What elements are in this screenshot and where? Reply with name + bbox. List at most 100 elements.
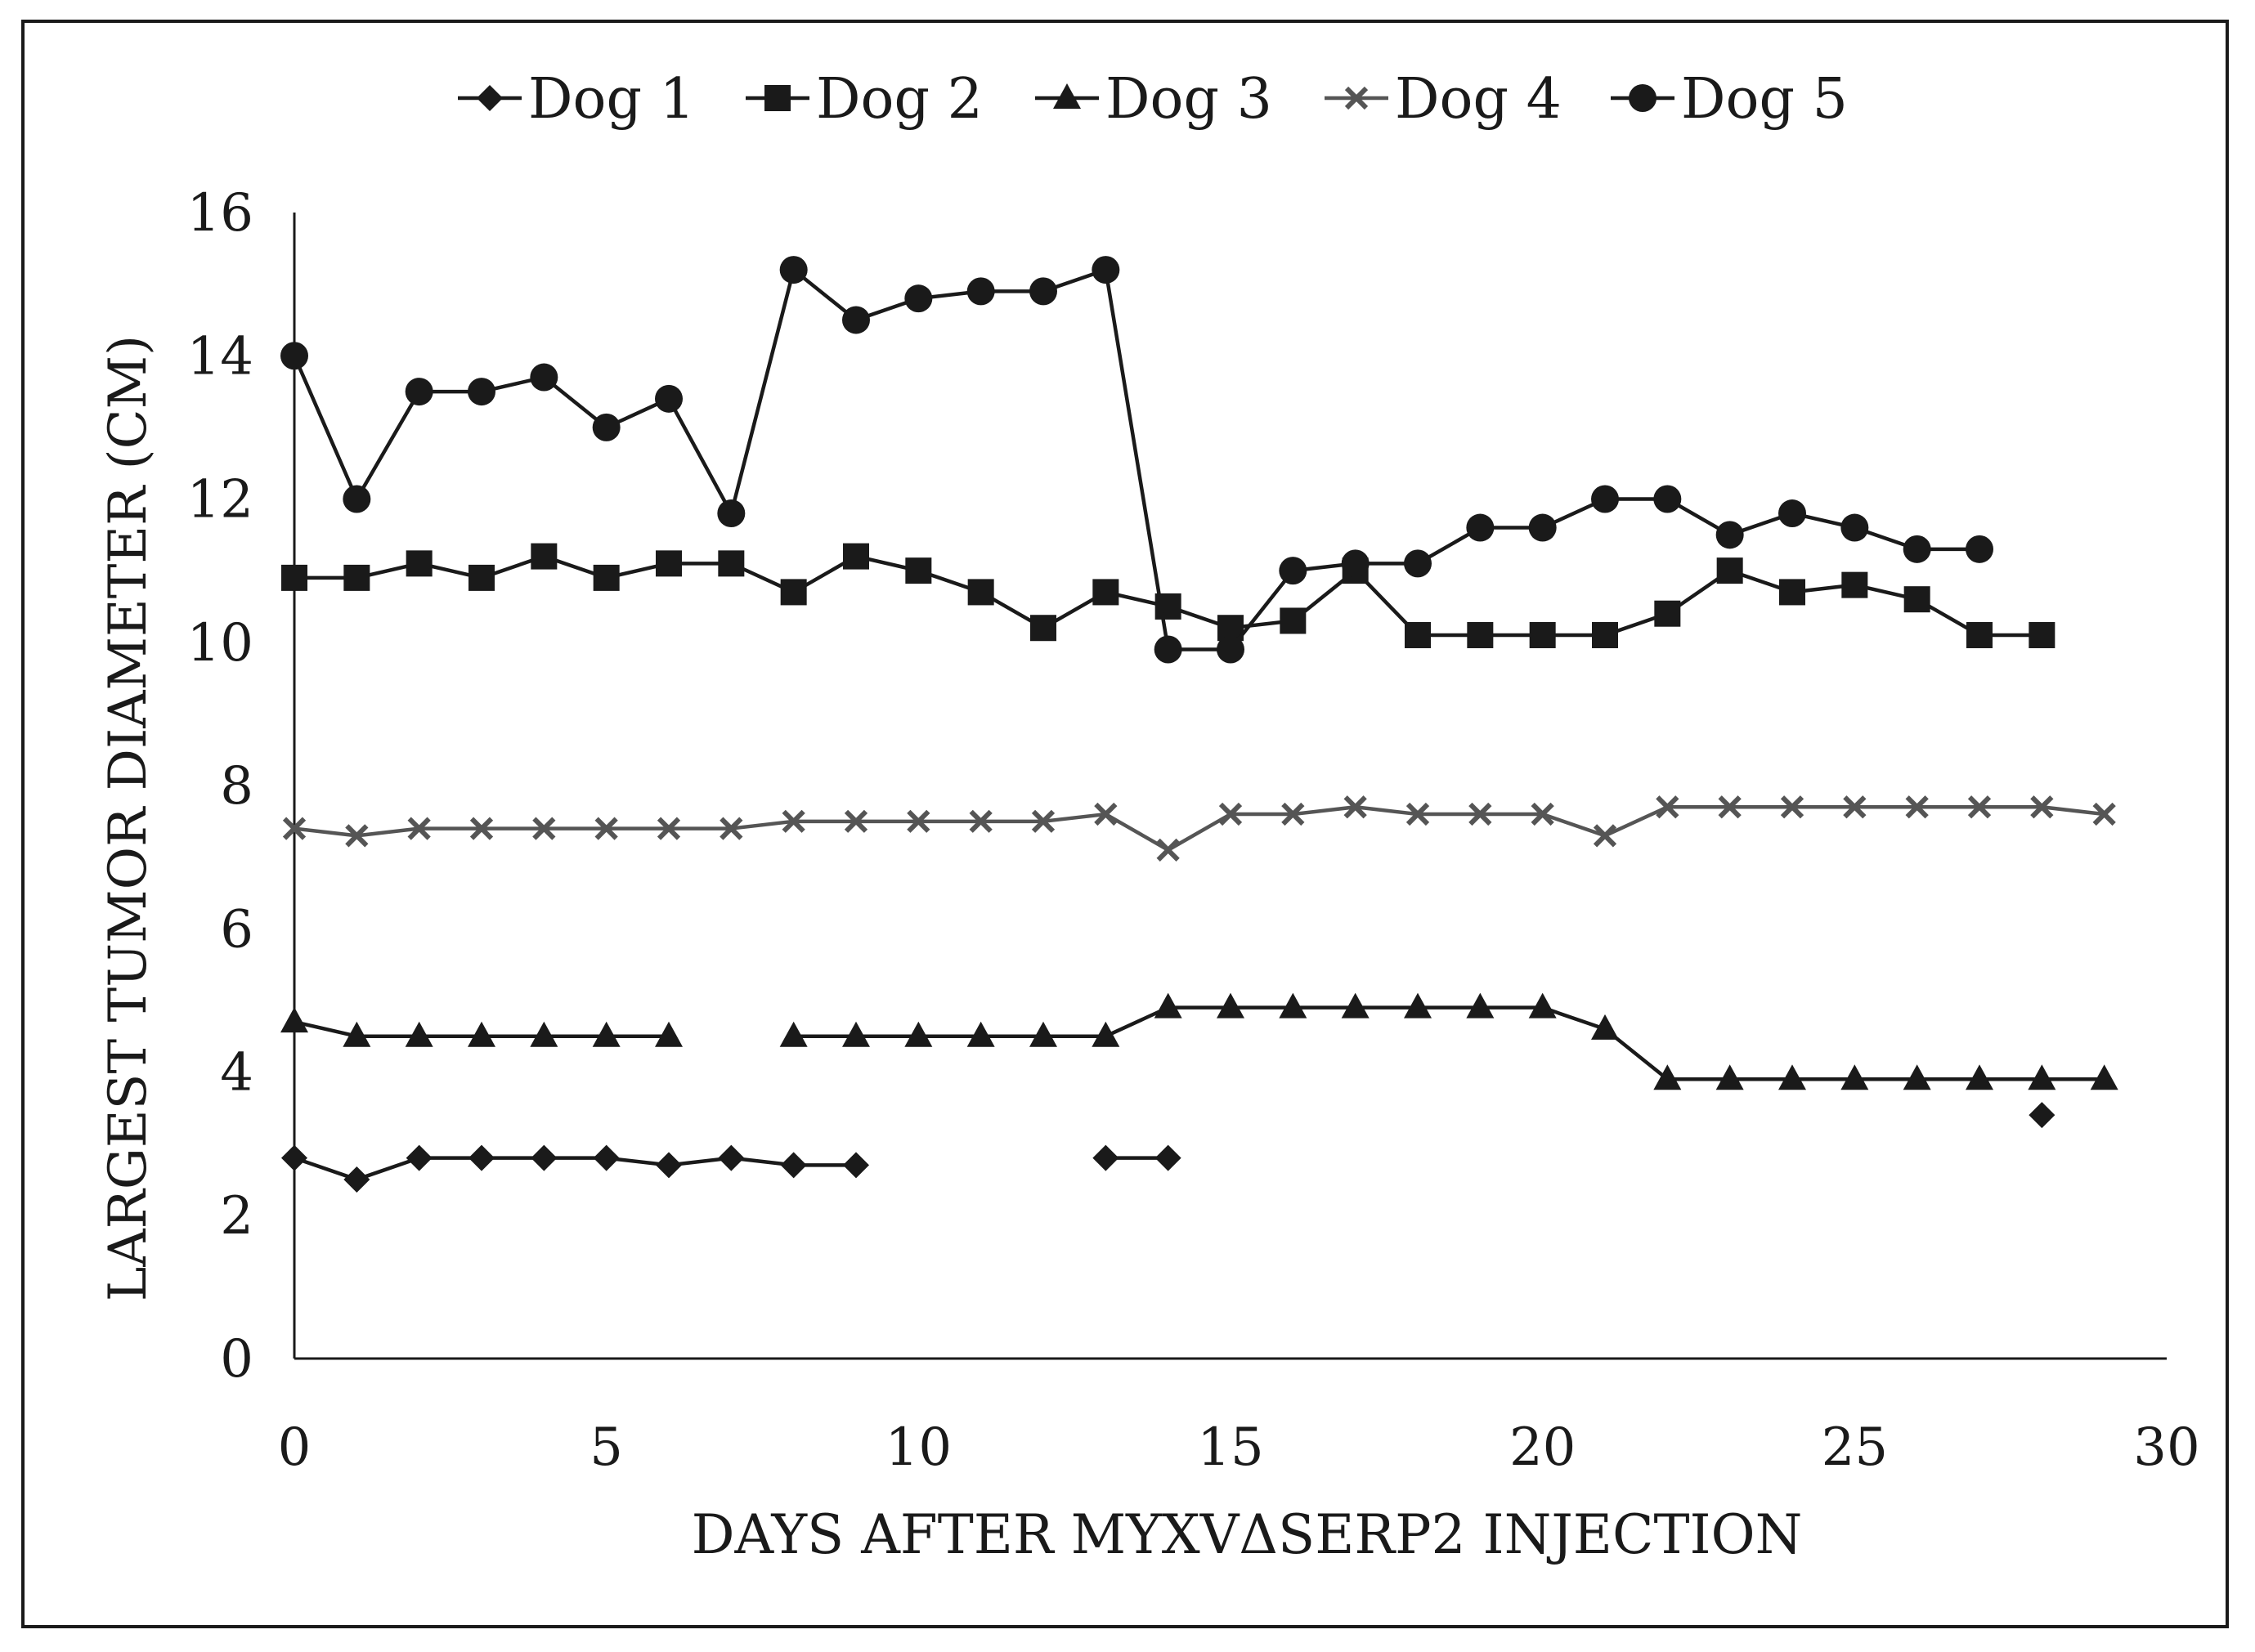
data-point-dog-4 xyxy=(1843,795,1867,819)
data-point-dog-5 xyxy=(717,499,746,528)
data-point-dog-2 xyxy=(2029,621,2056,648)
data-point-dog-4 xyxy=(1156,838,1180,862)
y-tick-label: 12 xyxy=(187,470,253,531)
marker-stroke xyxy=(1094,802,1118,826)
data-point-dog-3 xyxy=(1154,992,1182,1019)
data-point-dog-4 xyxy=(345,824,369,848)
data-point-dog-5 xyxy=(280,342,308,370)
marker-stroke xyxy=(1156,838,1180,862)
data-point-dog-2 xyxy=(1592,621,1618,648)
data-point-dog-2 xyxy=(1405,621,1431,648)
marker-stroke xyxy=(282,817,307,840)
marker-stroke xyxy=(1718,795,1742,819)
data-point-dog-4 xyxy=(1531,802,1554,826)
series-dog-2 xyxy=(281,543,2056,648)
legend: Dog 1 Dog 2 Dog 3 Dog 4 Dog 5 xyxy=(458,67,1848,132)
series-dog-3 xyxy=(280,992,2118,1090)
data-point-dog-2 xyxy=(1716,557,1743,584)
marker-stroke xyxy=(1656,795,1679,819)
legend-label: Dog 2 xyxy=(816,67,983,132)
data-point-dog-2 xyxy=(843,543,869,570)
chart-frame: Dog 1 Dog 2 Dog 3 Dog 4 Dog 5 0 5 10 15 20 25 30 0… xyxy=(21,20,2229,1628)
x-tick-label: 5 xyxy=(590,1417,623,1478)
data-point-dog-4 xyxy=(1343,795,1367,819)
x-tick-label: 0 xyxy=(278,1417,312,1478)
data-point-dog-3 xyxy=(2090,1064,2118,1090)
data-point-dog-2 xyxy=(1966,621,1993,648)
data-point-dog-4 xyxy=(1468,802,1492,826)
data-point-dog-5 xyxy=(1029,277,1057,306)
marker-stroke xyxy=(1593,824,1617,848)
data-point-dog-5 xyxy=(1279,557,1307,585)
data-point-dog-1 xyxy=(1092,1144,1119,1171)
y-tick-labels: 0 2 4 6 8 10 12 14 16 xyxy=(187,183,253,1390)
data-point-dog-5 xyxy=(405,378,433,406)
legend-swatch-marker xyxy=(764,85,791,111)
data-point-dog-3 xyxy=(655,1021,683,1047)
data-point-dog-5 xyxy=(1591,485,1619,513)
data-point-dog-4 xyxy=(2092,802,2116,826)
data-point-dog-4 xyxy=(969,809,993,833)
data-point-dog-4 xyxy=(1405,802,1430,826)
data-point-dog-5 xyxy=(1404,549,1432,578)
data-point-dog-3 xyxy=(1404,992,1432,1019)
legend-item-dog-5: Dog 5 xyxy=(1611,67,1848,132)
data-point-dog-5 xyxy=(1154,635,1182,664)
marker-stroke xyxy=(2092,802,2116,826)
data-point-dog-4 xyxy=(1905,795,1929,819)
data-point-dog-3 xyxy=(592,1021,621,1047)
data-point-dog-3 xyxy=(966,1021,995,1047)
data-point-dog-2 xyxy=(1779,579,1805,606)
y-tick-label: 0 xyxy=(220,1329,253,1390)
data-point-dog-1 xyxy=(343,1166,370,1193)
marker-stroke xyxy=(782,809,805,833)
data-point-dog-3 xyxy=(1653,1064,1682,1090)
data-point-dog-5 xyxy=(655,384,683,413)
y-axis-title: LARGEST TUMOR DIAMETER (CM) xyxy=(98,335,159,1301)
series-line-dog-1 xyxy=(294,1156,856,1182)
data-point-dog-1 xyxy=(718,1144,745,1171)
data-point-dog-5 xyxy=(530,363,558,392)
marker-stroke xyxy=(1967,795,1992,819)
data-point-dog-2 xyxy=(531,543,558,570)
data-point-dog-5 xyxy=(468,378,495,406)
data-point-dog-4 xyxy=(1218,802,1243,826)
data-point-dog-2 xyxy=(967,579,994,606)
data-point-dog-4 xyxy=(532,817,556,840)
y-tick-label: 10 xyxy=(187,613,253,674)
data-point-dog-3 xyxy=(2028,1064,2056,1090)
data-point-dog-2 xyxy=(468,564,495,591)
y-tick-label: 16 xyxy=(187,183,253,244)
data-point-dog-4 xyxy=(407,817,431,840)
data-point-dog-1 xyxy=(281,1144,307,1171)
data-point-dog-2 xyxy=(1841,571,1868,598)
data-point-dog-4 xyxy=(657,817,681,840)
legend-label: Dog 4 xyxy=(1395,67,1562,132)
data-point-dog-2 xyxy=(718,550,745,577)
data-point-dog-3 xyxy=(280,1007,308,1033)
data-point-dog-5 xyxy=(1966,535,1993,563)
data-point-dog-3 xyxy=(468,1021,495,1047)
y-tick-label: 2 xyxy=(220,1186,253,1247)
data-point-dog-5 xyxy=(1653,485,1682,513)
data-point-dog-3 xyxy=(779,1021,808,1047)
data-point-dog-2 xyxy=(1280,607,1307,634)
marker-stroke xyxy=(969,809,993,833)
marker-stroke xyxy=(1780,795,1804,819)
y-tick-label: 8 xyxy=(220,756,253,817)
legend-swatch-marker xyxy=(1629,84,1657,112)
data-point-dog-3 xyxy=(1217,992,1244,1019)
data-point-dog-3 xyxy=(1279,992,1307,1019)
data-point-dog-1 xyxy=(468,1144,495,1171)
data-point-dog-1 xyxy=(593,1144,620,1171)
data-point-dog-3 xyxy=(1466,992,1495,1019)
data-point-dog-5 xyxy=(966,277,995,306)
data-point-dog-4 xyxy=(594,817,618,840)
data-point-dog-5 xyxy=(1341,549,1370,578)
data-point-dog-5 xyxy=(904,284,933,313)
data-point-dog-1 xyxy=(406,1144,433,1171)
marker-stroke xyxy=(407,817,431,840)
data-point-dog-4 xyxy=(282,817,307,840)
marker-stroke xyxy=(594,817,618,840)
data-point-dog-2 xyxy=(1654,600,1681,627)
